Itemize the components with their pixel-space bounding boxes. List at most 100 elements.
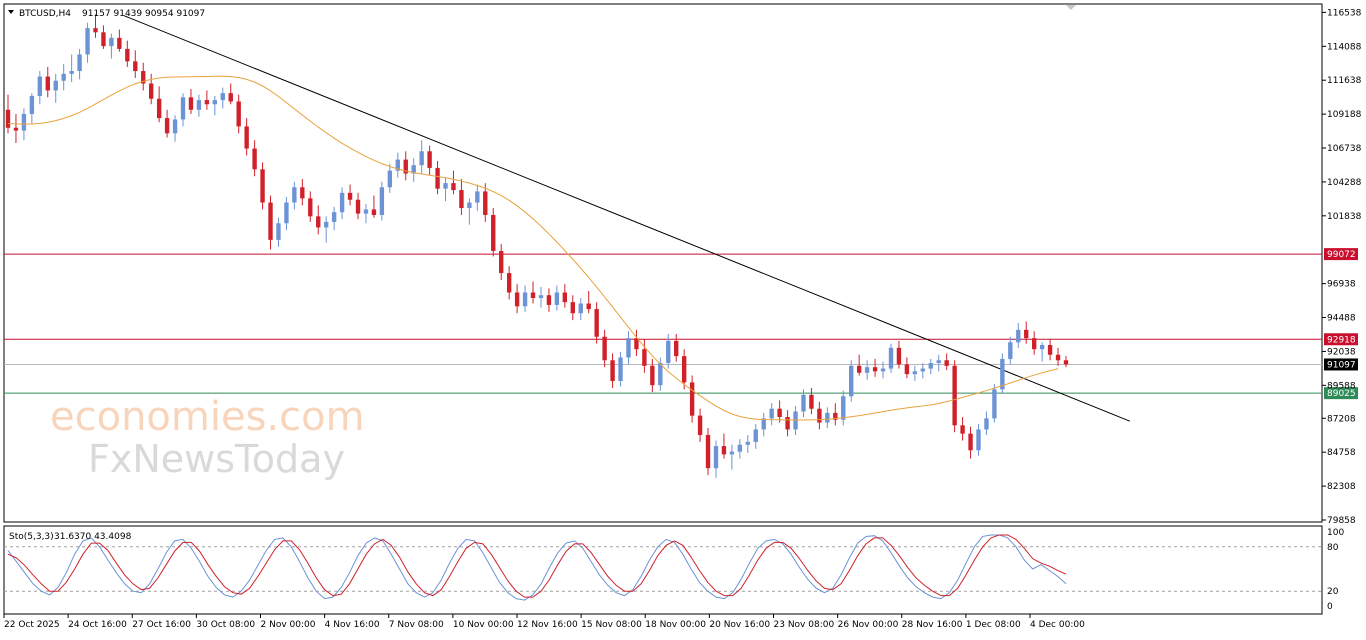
candle-body[interactable]	[236, 101, 241, 127]
candle-body[interactable]	[316, 216, 321, 228]
candle-body[interactable]	[244, 126, 249, 149]
candle-body[interactable]	[506, 273, 512, 293]
candle-body[interactable]	[928, 363, 933, 369]
candle-body[interactable]	[1063, 360, 1069, 365]
candle-body[interactable]	[180, 97, 186, 120]
candle-body[interactable]	[960, 425, 965, 434]
candle-body[interactable]	[13, 127, 19, 131]
candle-body[interactable]	[976, 429, 981, 451]
candle-body[interactable]	[1008, 342, 1013, 359]
candle-body[interactable]	[1016, 329, 1021, 343]
chart-shift-marker-icon[interactable]	[1066, 5, 1076, 10]
candle-body[interactable]	[777, 408, 782, 418]
candle-body[interactable]	[292, 187, 297, 203]
candle-body[interactable]	[53, 80, 58, 91]
candle-body[interactable]	[491, 214, 496, 251]
candle-body[interactable]	[761, 418, 766, 430]
candle-body[interactable]	[324, 221, 329, 228]
candle-body[interactable]	[578, 303, 583, 314]
candle-body[interactable]	[21, 113, 27, 131]
candle-body[interactable]	[188, 97, 194, 110]
candle-body[interactable]	[880, 368, 886, 372]
candle-body[interactable]	[45, 76, 50, 91]
candle-body[interactable]	[674, 340, 679, 357]
candle-body[interactable]	[626, 338, 631, 358]
candle-body[interactable]	[968, 433, 973, 451]
candle-body[interactable]	[156, 98, 162, 119]
candle-body[interactable]	[666, 340, 671, 364]
candle-body[interactable]	[538, 295, 544, 298]
candle-body[interactable]	[1024, 329, 1029, 339]
candle-body[interactable]	[992, 389, 997, 419]
candle-body[interactable]	[387, 170, 393, 188]
candle-body[interactable]	[61, 73, 66, 81]
candle-body[interactable]	[37, 76, 43, 96]
candle-body[interactable]	[69, 71, 74, 74]
candle-body[interactable]	[435, 167, 440, 189]
candle-body[interactable]	[514, 292, 520, 307]
candle-body[interactable]	[141, 71, 146, 84]
candle-body[interactable]	[864, 367, 870, 373]
candle-body[interactable]	[451, 183, 456, 191]
candle-body[interactable]	[713, 446, 719, 469]
candle-body[interactable]	[522, 292, 528, 307]
candle-body[interactable]	[825, 412, 830, 423]
candle-body[interactable]	[642, 349, 647, 366]
candle-body[interactable]	[204, 100, 210, 105]
candle-body[interactable]	[499, 250, 504, 274]
candle-body[interactable]	[331, 212, 337, 222]
candle-body[interactable]	[888, 347, 894, 369]
candle-body[interactable]	[944, 360, 949, 366]
candle-body[interactable]	[872, 367, 878, 372]
candle-body[interactable]	[594, 309, 599, 337]
candle-body[interactable]	[284, 202, 289, 224]
candle-body[interactable]	[252, 148, 257, 170]
candle-body[interactable]	[841, 396, 846, 420]
candle-body[interactable]	[419, 151, 424, 166]
candle-body[interactable]	[427, 151, 432, 168]
candle-body[interactable]	[681, 356, 687, 383]
candle-body[interactable]	[904, 364, 910, 375]
candle-body[interactable]	[196, 100, 202, 110]
candle-body[interactable]	[395, 159, 400, 171]
candle-body[interactable]	[355, 199, 361, 214]
candle-body[interactable]	[920, 368, 925, 372]
candle-body[interactable]	[467, 202, 472, 209]
candle-body[interactable]	[650, 365, 655, 386]
candle-body[interactable]	[769, 408, 774, 419]
candle-body[interactable]	[984, 418, 989, 430]
symbol-menu-triangle-icon[interactable]	[8, 10, 14, 14]
candle-body[interactable]	[833, 412, 838, 420]
candle-body[interactable]	[29, 95, 35, 114]
candle-body[interactable]	[530, 292, 536, 298]
candle-body[interactable]	[849, 365, 854, 397]
candle-body[interactable]	[77, 54, 82, 72]
candle-body[interactable]	[268, 202, 273, 240]
candle-body[interactable]	[339, 192, 345, 213]
moving-average-line[interactable]	[7, 75, 1059, 421]
candle-body[interactable]	[896, 347, 902, 365]
candle-body[interactable]	[483, 191, 488, 215]
candle-body[interactable]	[753, 429, 758, 442]
candle-body[interactable]	[300, 187, 305, 199]
candle-body[interactable]	[379, 187, 385, 215]
candle-body[interactable]	[610, 360, 615, 382]
stochastic-main-line[interactable]	[7, 534, 1067, 601]
downtrend-line[interactable]	[123, 15, 1131, 422]
candle-body[interactable]	[85, 28, 90, 55]
candle-body[interactable]	[1039, 345, 1045, 350]
candle-body[interactable]	[93, 28, 98, 33]
candle-body[interactable]	[856, 365, 862, 373]
candle-body[interactable]	[785, 417, 790, 430]
candle-body[interactable]	[618, 357, 623, 382]
candle-body[interactable]	[443, 183, 448, 189]
candle-body[interactable]	[817, 408, 822, 423]
candle-body[interactable]	[459, 190, 464, 209]
candle-body[interactable]	[586, 303, 591, 310]
candle-body[interactable]	[729, 451, 735, 455]
candle-body[interactable]	[260, 169, 265, 203]
candle-body[interactable]	[721, 446, 727, 455]
candle-body[interactable]	[745, 441, 750, 445]
candle-body[interactable]	[411, 165, 416, 174]
